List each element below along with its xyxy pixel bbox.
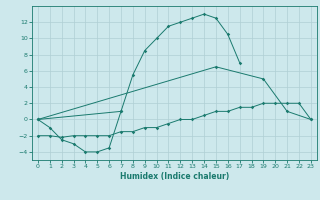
X-axis label: Humidex (Indice chaleur): Humidex (Indice chaleur) [120, 172, 229, 181]
